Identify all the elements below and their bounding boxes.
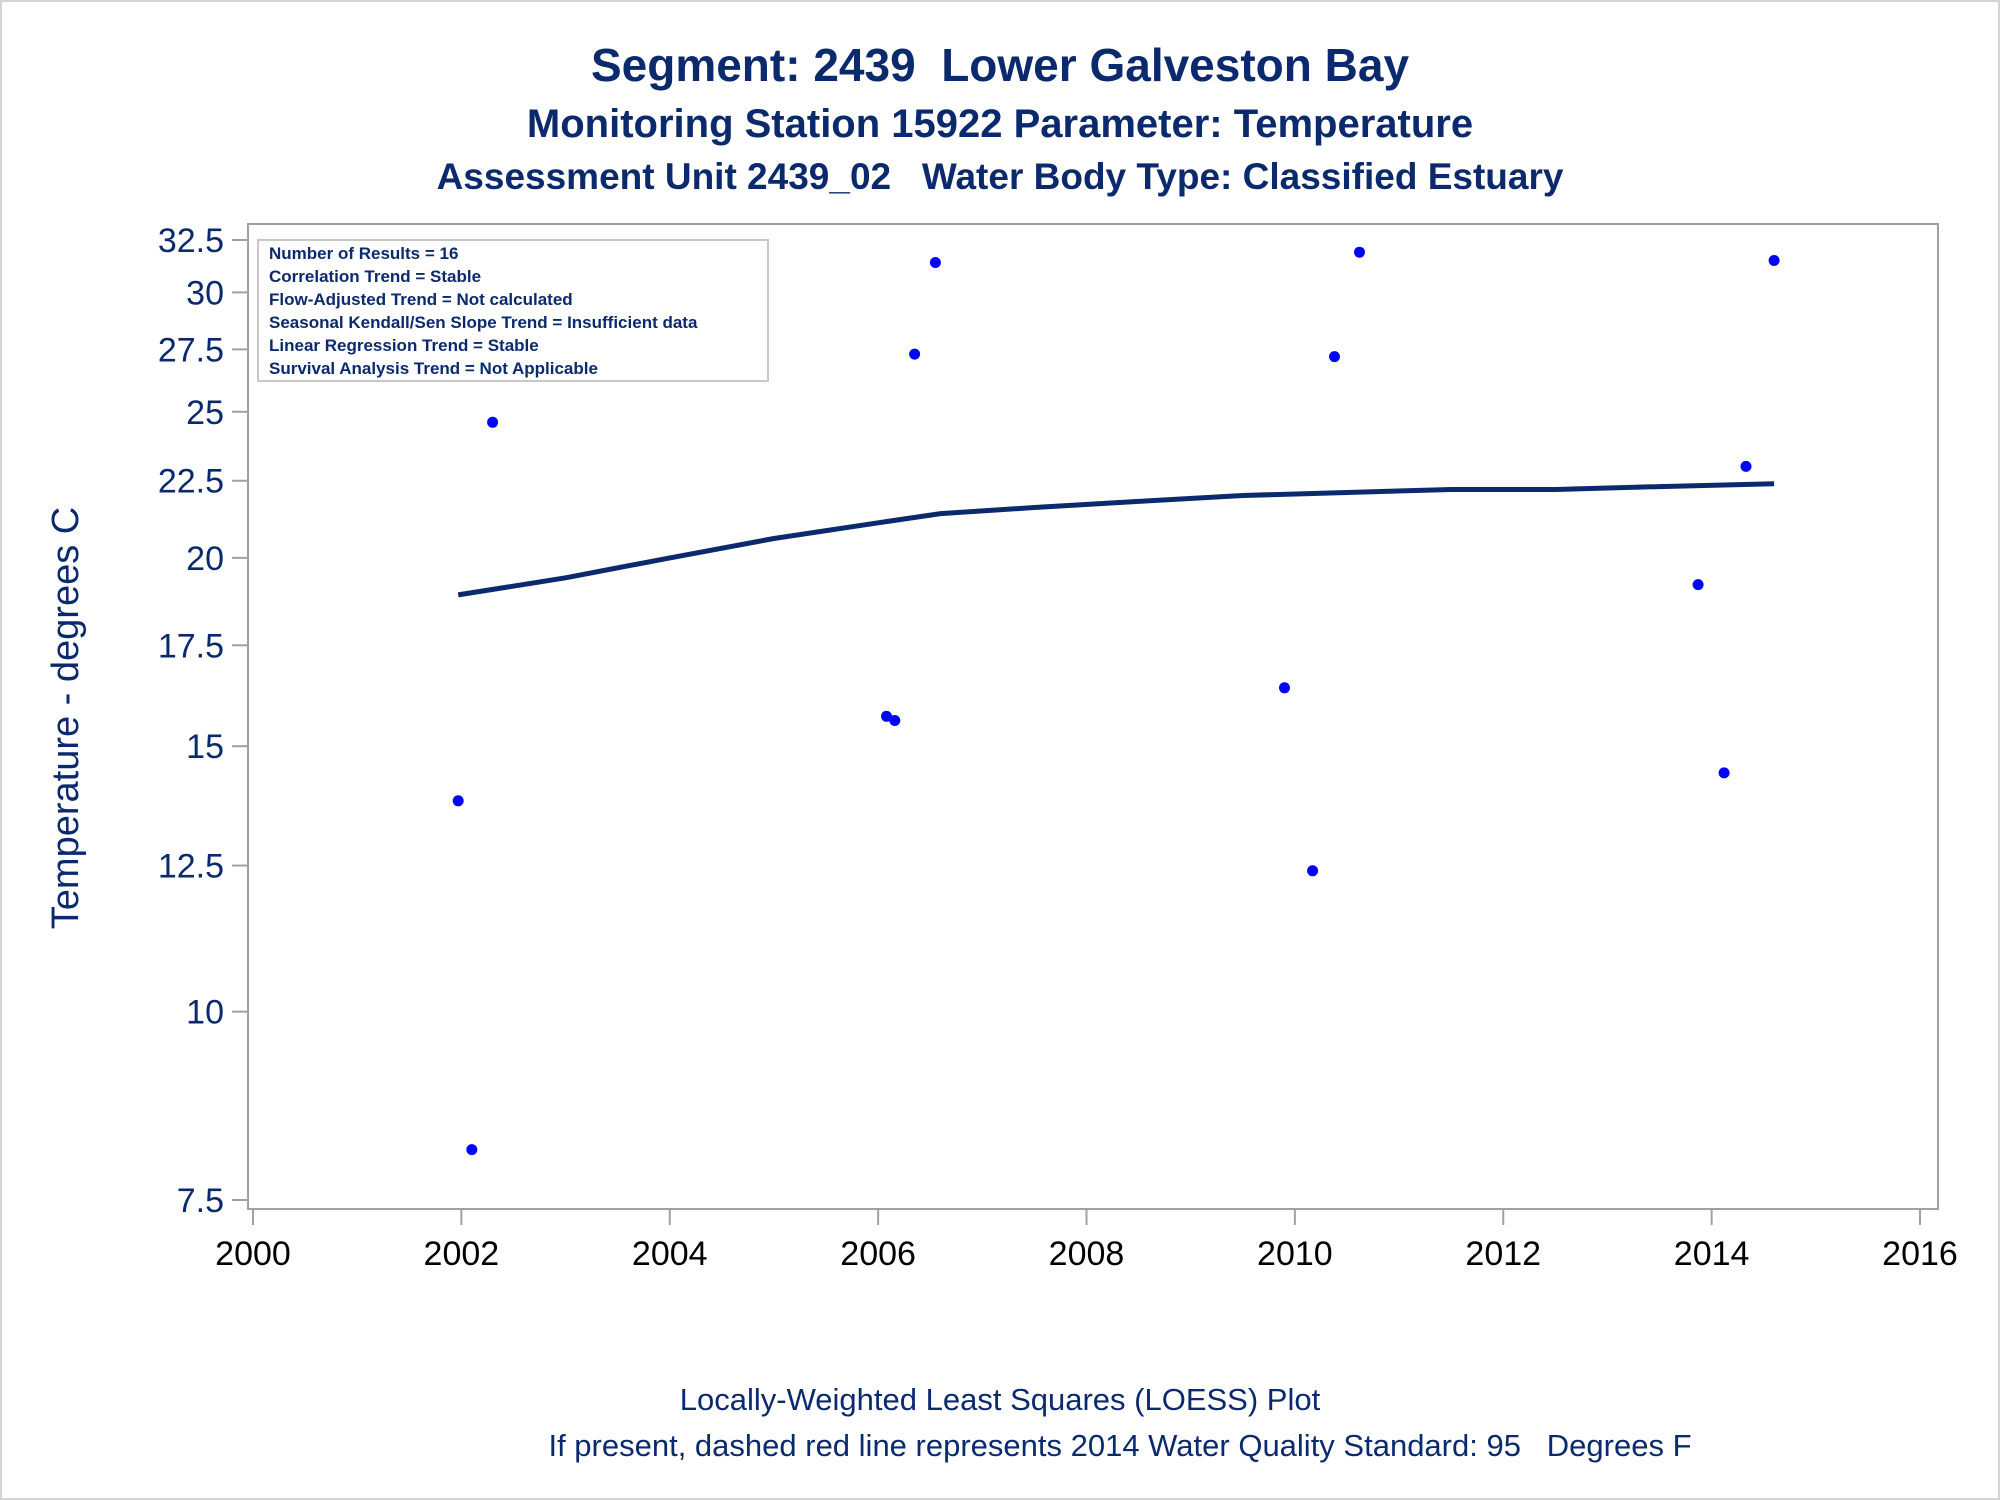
x-tick-label: 2012 — [1465, 1235, 1541, 1273]
x-axis: 2000 2002 2004 2006 2008 2010 2012 2014 2016 — [215, 1209, 1958, 1273]
data-point — [452, 795, 464, 807]
data-point — [1329, 351, 1340, 363]
x-tick-label: 2008 — [1049, 1235, 1125, 1273]
data-point — [1718, 767, 1730, 779]
y-tick-label: 7.5 — [177, 1182, 224, 1220]
x-tick-label: 2004 — [632, 1235, 708, 1273]
y-tick-label: 27.5 — [158, 331, 224, 369]
data-point — [1279, 682, 1290, 694]
x-tick-label: 2002 — [424, 1235, 500, 1273]
stats-line: Flow-Adjusted Trend = Not calculated — [269, 290, 573, 309]
data-point — [1768, 255, 1780, 266]
data-point — [889, 715, 901, 726]
y-tick-label: 22.5 — [158, 463, 224, 501]
y-tick-label: 17.5 — [158, 627, 224, 665]
data-point — [1354, 246, 1365, 258]
data-point — [881, 710, 892, 722]
data-point — [487, 416, 499, 428]
stats-line: Survival Analysis Trend = Not Applicable — [269, 359, 598, 378]
chart-subtitle: Monitoring Station 15922 Parameter: Temp… — [526, 102, 1474, 146]
x-tick-label: 2006 — [840, 1235, 916, 1273]
y-tick-label: 20 — [186, 540, 224, 578]
y-axis: 7.5 10 12.5 15 17.5 20 22.5 25 27.5 30 32.5 — [158, 222, 248, 1220]
data-point — [929, 257, 941, 268]
y-tick-label: 32.5 — [158, 222, 224, 260]
y-tick-label: 12.5 — [158, 848, 224, 886]
x-tick-label: 2000 — [215, 1235, 291, 1273]
y-tick-label: 10 — [186, 994, 224, 1032]
y-tick-label: 15 — [186, 728, 224, 766]
loess-line-group — [457, 481, 1775, 598]
x-tick-label: 2014 — [1674, 1235, 1750, 1273]
stats-line: Linear Regression Trend = Stable — [269, 336, 539, 355]
stats-box-border — [257, 239, 769, 382]
footnote-standard: If present, dashed red line represents 2… — [548, 1428, 1692, 1463]
data-point — [1692, 579, 1704, 591]
stats-line: Seasonal Kendall/Sen Slope Trend = Insuf… — [269, 313, 698, 332]
data-point — [1740, 460, 1752, 472]
loess-line — [457, 481, 1775, 598]
plot-area — [247, 223, 1939, 1210]
stats-box: Number of Results = 16 Correlation Trend… — [257, 239, 769, 382]
stats-line: Number of Results = 16 — [269, 244, 458, 263]
data-point — [1307, 865, 1319, 877]
stats-line: Correlation Trend = Stable — [269, 267, 481, 286]
y-tick-label: 25 — [186, 394, 224, 432]
chart-subtitle-2: Assessment Unit 2439_02 Water Body Type:… — [436, 156, 1564, 197]
data-point — [466, 1144, 478, 1156]
y-tick-label: 30 — [186, 274, 224, 312]
data-point — [909, 348, 921, 360]
data-points — [452, 246, 1780, 1156]
x-tick-label: 2016 — [1882, 1235, 1958, 1273]
y-axis-label: Temperature - degrees C — [45, 507, 87, 929]
chart-title: Segment: 2439 Lower Galveston Bay — [590, 39, 1410, 91]
footnote: Locally-Weighted Least Squares (LOESS) P… — [679, 1382, 1321, 1417]
x-tick-label: 2010 — [1257, 1235, 1333, 1273]
